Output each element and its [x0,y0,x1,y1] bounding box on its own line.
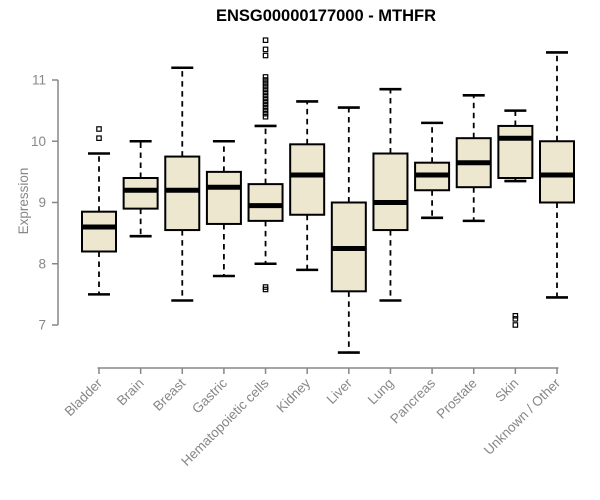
x-tick-label: Lung [365,376,397,408]
outlier-point [262,86,269,92]
iqr-box [539,140,575,204]
x-tick-label: Skin [492,376,521,405]
y-tick-label: 8 [38,256,46,271]
outlier-point [262,98,269,105]
x-tick-label: Pancreas [387,375,438,426]
y-tick-label: 10 [31,134,46,149]
outlier-point [262,92,269,99]
outlier-point [262,80,269,86]
iqr-box [372,152,409,232]
outlier-point [262,101,269,108]
outlier-point [262,104,269,111]
outlier-point [262,95,269,102]
outlier-point [262,52,269,59]
boxplot-bladder [81,126,117,296]
x-tick-label: Prostate [434,376,480,422]
outlier-point [262,113,269,120]
boxplot-kidney [289,100,326,272]
outlier-point [96,135,102,141]
boxplot-prostate [455,94,492,223]
boxplot-liver [330,106,367,354]
outlier-point [262,89,269,96]
y-axis-title: Expression [16,168,31,235]
outlier-point [262,37,269,43]
iqr-box [205,170,242,225]
iqr-box [81,210,117,253]
outlier-point [512,316,519,322]
outlier-point [262,83,269,89]
outlier-point [262,46,269,53]
boxplot-hematopoietic-cells [247,37,284,293]
boxplot-skin [497,109,534,328]
iqr-box [247,183,284,222]
outlier-point [262,107,269,114]
x-tick-label: Gastric [189,375,230,416]
iqr-box [122,177,159,210]
boxplot-breast [164,66,201,302]
x-tick-label: Liver [324,375,356,407]
iqr-box [164,155,201,232]
chart-title: ENSG00000177000 - MTHFR [215,7,437,25]
boxplot-brain [122,139,159,238]
y-tick-label: 9 [38,195,46,210]
x-tick-label: Kidney [274,375,314,415]
outlier-point [262,286,269,293]
boxplot-lung [372,87,409,302]
outlier-point [512,322,519,328]
outlier-point [96,126,102,132]
x-tick-label: Breast [150,375,188,413]
x-tick-label: Bladder [62,375,106,419]
x-tick-label: Unknown / Other [481,375,564,458]
outlier-point [262,74,269,80]
iqr-box [497,124,534,179]
boxplot-gastric [205,139,242,278]
outlier-point [512,313,519,319]
boxplot-unknown-other [539,51,575,299]
y-tick-label: 7 [38,318,46,333]
y-tick-label: 11 [32,73,46,88]
x-tick-label: Brain [114,376,147,409]
outlier-point [262,77,269,83]
outlier-point [262,110,269,117]
iqr-box [289,143,326,216]
boxplot-pancreas [414,121,451,220]
